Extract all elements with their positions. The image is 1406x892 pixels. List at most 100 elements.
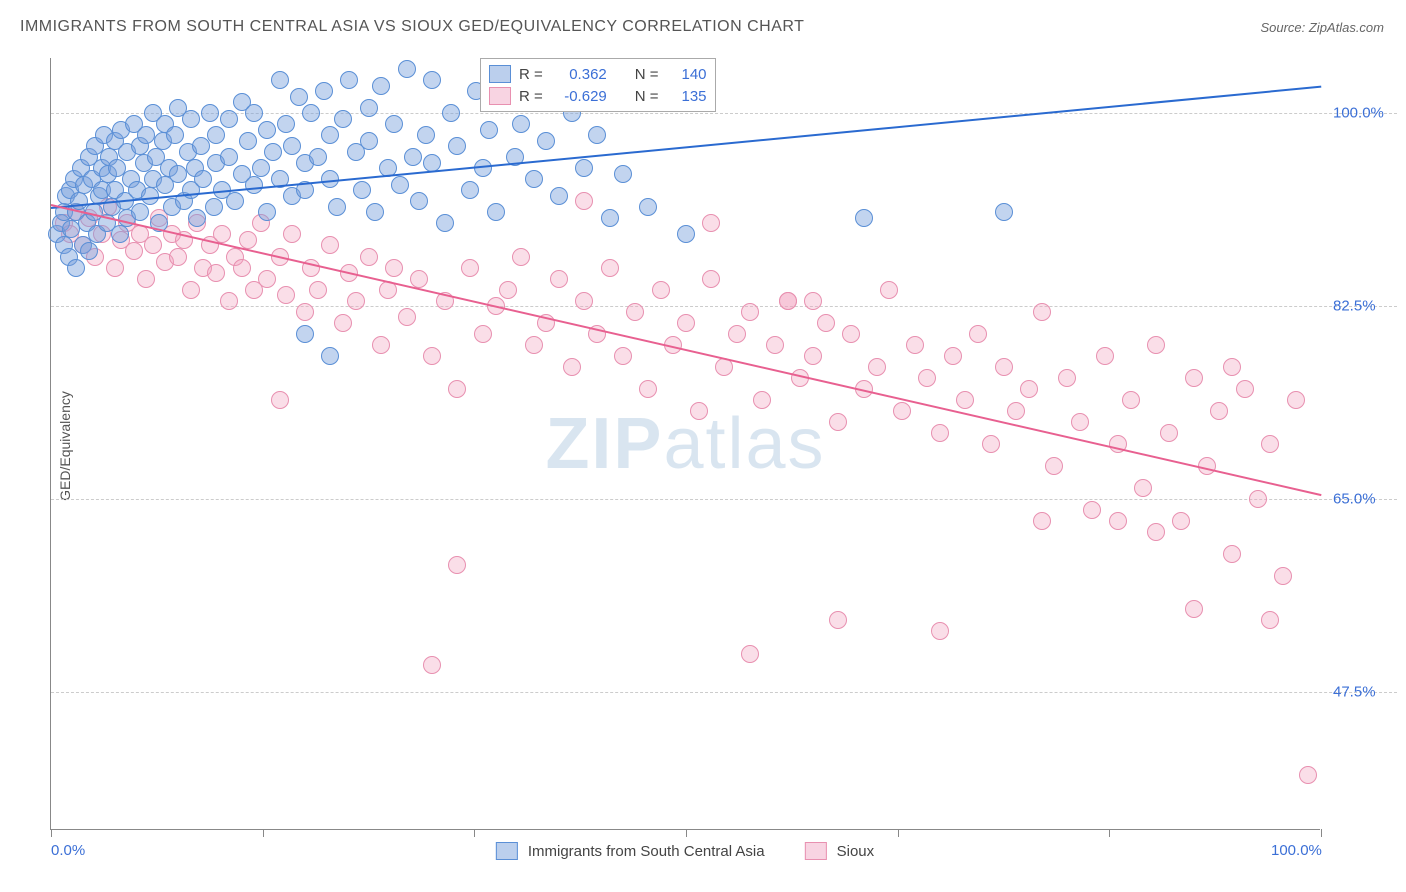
chart-area: ZIPatlas 47.5%65.0%82.5%100.0%0.0%100.0%… xyxy=(50,58,1320,830)
scatter-point-pink xyxy=(995,358,1013,376)
gridline-h xyxy=(51,499,1397,500)
scatter-point-pink xyxy=(779,292,797,310)
scatter-point-blue xyxy=(245,104,263,122)
bottom-legend-label-1: Immigrants from South Central Asia xyxy=(528,843,765,860)
scatter-point-pink xyxy=(296,303,314,321)
scatter-point-pink xyxy=(741,303,759,321)
scatter-point-blue xyxy=(385,115,403,133)
scatter-point-pink xyxy=(512,248,530,266)
scatter-point-pink xyxy=(1020,380,1038,398)
xtick xyxy=(474,829,475,837)
scatter-point-pink xyxy=(1185,600,1203,618)
ytick-label: 65.0% xyxy=(1333,491,1376,508)
scatter-point-pink xyxy=(829,413,847,431)
scatter-point-blue xyxy=(258,121,276,139)
scatter-point-blue xyxy=(461,181,479,199)
scatter-point-pink xyxy=(702,214,720,232)
swatch-pink-icon xyxy=(489,87,511,105)
scatter-point-blue xyxy=(639,198,657,216)
scatter-point-pink xyxy=(969,325,987,343)
scatter-point-blue xyxy=(550,187,568,205)
scatter-point-pink xyxy=(423,347,441,365)
watermark-bold: ZIP xyxy=(545,404,663,484)
scatter-point-blue xyxy=(169,165,187,183)
scatter-point-pink xyxy=(906,336,924,354)
scatter-point-blue xyxy=(487,203,505,221)
scatter-point-blue xyxy=(448,137,466,155)
scatter-point-pink xyxy=(1045,457,1063,475)
gridline-h xyxy=(51,692,1397,693)
scatter-point-pink xyxy=(868,358,886,376)
scatter-point-pink xyxy=(766,336,784,354)
scatter-point-pink xyxy=(614,347,632,365)
scatter-point-blue xyxy=(111,225,129,243)
scatter-point-pink xyxy=(321,236,339,254)
scatter-point-pink xyxy=(1223,545,1241,563)
scatter-point-blue xyxy=(296,325,314,343)
scatter-point-blue xyxy=(588,126,606,144)
legend-r-label: R = xyxy=(519,66,543,83)
scatter-point-pink xyxy=(817,314,835,332)
scatter-point-pink xyxy=(550,270,568,288)
scatter-point-pink xyxy=(804,347,822,365)
scatter-point-blue xyxy=(192,137,210,155)
bottom-legend-label-2: Sioux xyxy=(837,843,875,860)
ytick-label: 47.5% xyxy=(1333,684,1376,701)
scatter-point-pink xyxy=(1071,413,1089,431)
scatter-point-blue xyxy=(614,165,632,183)
scatter-point-pink xyxy=(601,259,619,277)
xtick xyxy=(686,829,687,837)
xtick xyxy=(1109,829,1110,837)
scatter-point-blue xyxy=(277,115,295,133)
scatter-point-pink xyxy=(1033,303,1051,321)
scatter-point-pink xyxy=(563,358,581,376)
scatter-point-pink xyxy=(753,391,771,409)
scatter-point-blue xyxy=(480,121,498,139)
scatter-point-pink xyxy=(309,281,327,299)
swatch-blue-icon xyxy=(496,842,518,860)
xtick xyxy=(1321,829,1322,837)
scatter-point-pink xyxy=(944,347,962,365)
scatter-point-pink xyxy=(277,286,295,304)
scatter-point-blue xyxy=(226,192,244,210)
scatter-point-pink xyxy=(1147,336,1165,354)
scatter-point-blue xyxy=(67,259,85,277)
scatter-point-blue xyxy=(264,143,282,161)
legend-n-label: N = xyxy=(635,88,659,105)
chart-title: IMMIGRANTS FROM SOUTH CENTRAL ASIA VS SI… xyxy=(20,18,804,36)
scatter-point-pink xyxy=(239,231,257,249)
scatter-point-blue xyxy=(252,159,270,177)
trendline-pink xyxy=(51,204,1321,496)
scatter-point-pink xyxy=(207,264,225,282)
scatter-point-pink xyxy=(169,248,187,266)
xtick-label: 0.0% xyxy=(51,842,85,859)
scatter-point-pink xyxy=(626,303,644,321)
scatter-point-pink xyxy=(956,391,974,409)
scatter-point-blue xyxy=(360,132,378,150)
scatter-point-pink xyxy=(982,435,1000,453)
gridline-h xyxy=(51,306,1397,307)
scatter-point-pink xyxy=(1160,424,1178,442)
legend-n-value: 140 xyxy=(667,66,707,83)
scatter-point-blue xyxy=(220,148,238,166)
scatter-point-blue xyxy=(366,203,384,221)
scatter-point-blue xyxy=(410,192,428,210)
scatter-point-blue xyxy=(80,242,98,260)
scatter-point-pink xyxy=(1261,611,1279,629)
scatter-point-blue xyxy=(855,209,873,227)
scatter-point-pink xyxy=(137,270,155,288)
legend-r-label: R = xyxy=(519,88,543,105)
scatter-point-pink xyxy=(728,325,746,343)
scatter-point-pink xyxy=(1007,402,1025,420)
scatter-point-blue xyxy=(423,71,441,89)
legend-n-label: N = xyxy=(635,66,659,83)
scatter-point-pink xyxy=(461,259,479,277)
watermark: ZIPatlas xyxy=(545,403,825,485)
legend-correlation-box: R =0.362N =140R =-0.629N =135 xyxy=(480,58,716,112)
scatter-point-pink xyxy=(385,259,403,277)
scatter-point-pink xyxy=(804,292,822,310)
scatter-point-blue xyxy=(436,214,454,232)
scatter-point-pink xyxy=(1249,490,1267,508)
scatter-point-blue xyxy=(417,126,435,144)
scatter-point-blue xyxy=(334,110,352,128)
